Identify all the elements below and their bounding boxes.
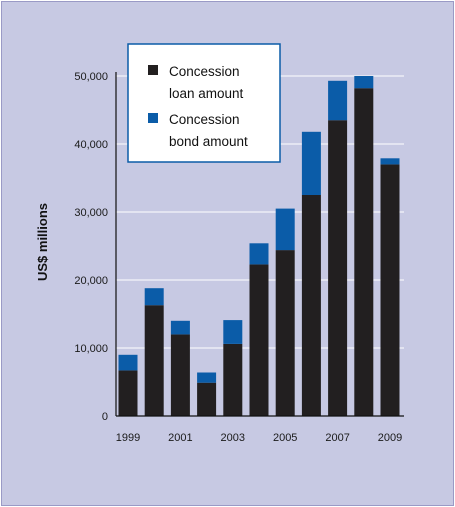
legend-swatch-bond [148, 113, 158, 123]
bar-loan-2002 [197, 382, 217, 416]
bar-bond-2007 [328, 80, 348, 121]
x-tick-label-1999: 1999 [116, 432, 140, 444]
bar-bond-2001 [170, 320, 190, 335]
bar-loan-2001 [170, 334, 190, 416]
bar-bond-2008 [354, 76, 374, 89]
legend-box [127, 43, 281, 163]
legend-label-bond-line1: Concession [169, 112, 240, 127]
y-tick-label-0: 0 [102, 411, 108, 423]
bar-bond-2004 [249, 243, 269, 265]
bar-loan-2007 [328, 120, 348, 416]
bar-loan-2006 [301, 195, 321, 416]
bar-loan-1999 [118, 370, 138, 416]
bar-bond-2005 [275, 208, 295, 251]
y-axis-label: US$ millions [35, 203, 50, 281]
bar-bond-2000 [144, 288, 164, 306]
bar-bond-2006 [301, 131, 321, 195]
y-tick-labels: 0 10,000 20,000 30,000 40,000 50,000 [74, 71, 108, 423]
legend-swatch-loan [148, 65, 158, 75]
bar-bond-2009 [380, 158, 400, 165]
x-tick-label-2005: 2005 [273, 432, 297, 444]
bar-loan-2003 [223, 343, 243, 416]
legend-label-loan-line2: loan amount [169, 86, 244, 101]
y-tick-label-1: 10,000 [74, 343, 108, 355]
bar-bond-2002 [197, 372, 217, 383]
bar-loan-2005 [275, 250, 295, 416]
x-tick-labels: 1999 2001 2003 2005 2007 2009 [116, 432, 402, 444]
bar-loan-2000 [144, 305, 164, 416]
legend: Concession loan amount Concession bond a… [127, 43, 281, 163]
legend-label-loan-line1: Concession [169, 64, 240, 79]
x-tick-label-2007: 2007 [325, 432, 349, 444]
bar-loan-2009 [380, 164, 400, 416]
y-tick-label-5: 50,000 [74, 71, 108, 83]
legend-label-bond-line2: bond amount [169, 134, 248, 149]
y-tick-label-3: 30,000 [74, 207, 108, 219]
x-tick-label-2001: 2001 [168, 432, 192, 444]
bars [118, 76, 400, 416]
bar-bond-2003 [223, 320, 243, 344]
bar-bond-1999 [118, 354, 138, 371]
axes [115, 72, 404, 417]
y-tick-label-4: 40,000 [74, 139, 108, 151]
bar-loan-2008 [354, 88, 374, 416]
y-tick-label-2: 20,000 [74, 275, 108, 287]
bar-loan-2004 [249, 264, 269, 416]
x-tick-label-2003: 2003 [221, 432, 245, 444]
x-tick-label-2009: 2009 [378, 432, 402, 444]
